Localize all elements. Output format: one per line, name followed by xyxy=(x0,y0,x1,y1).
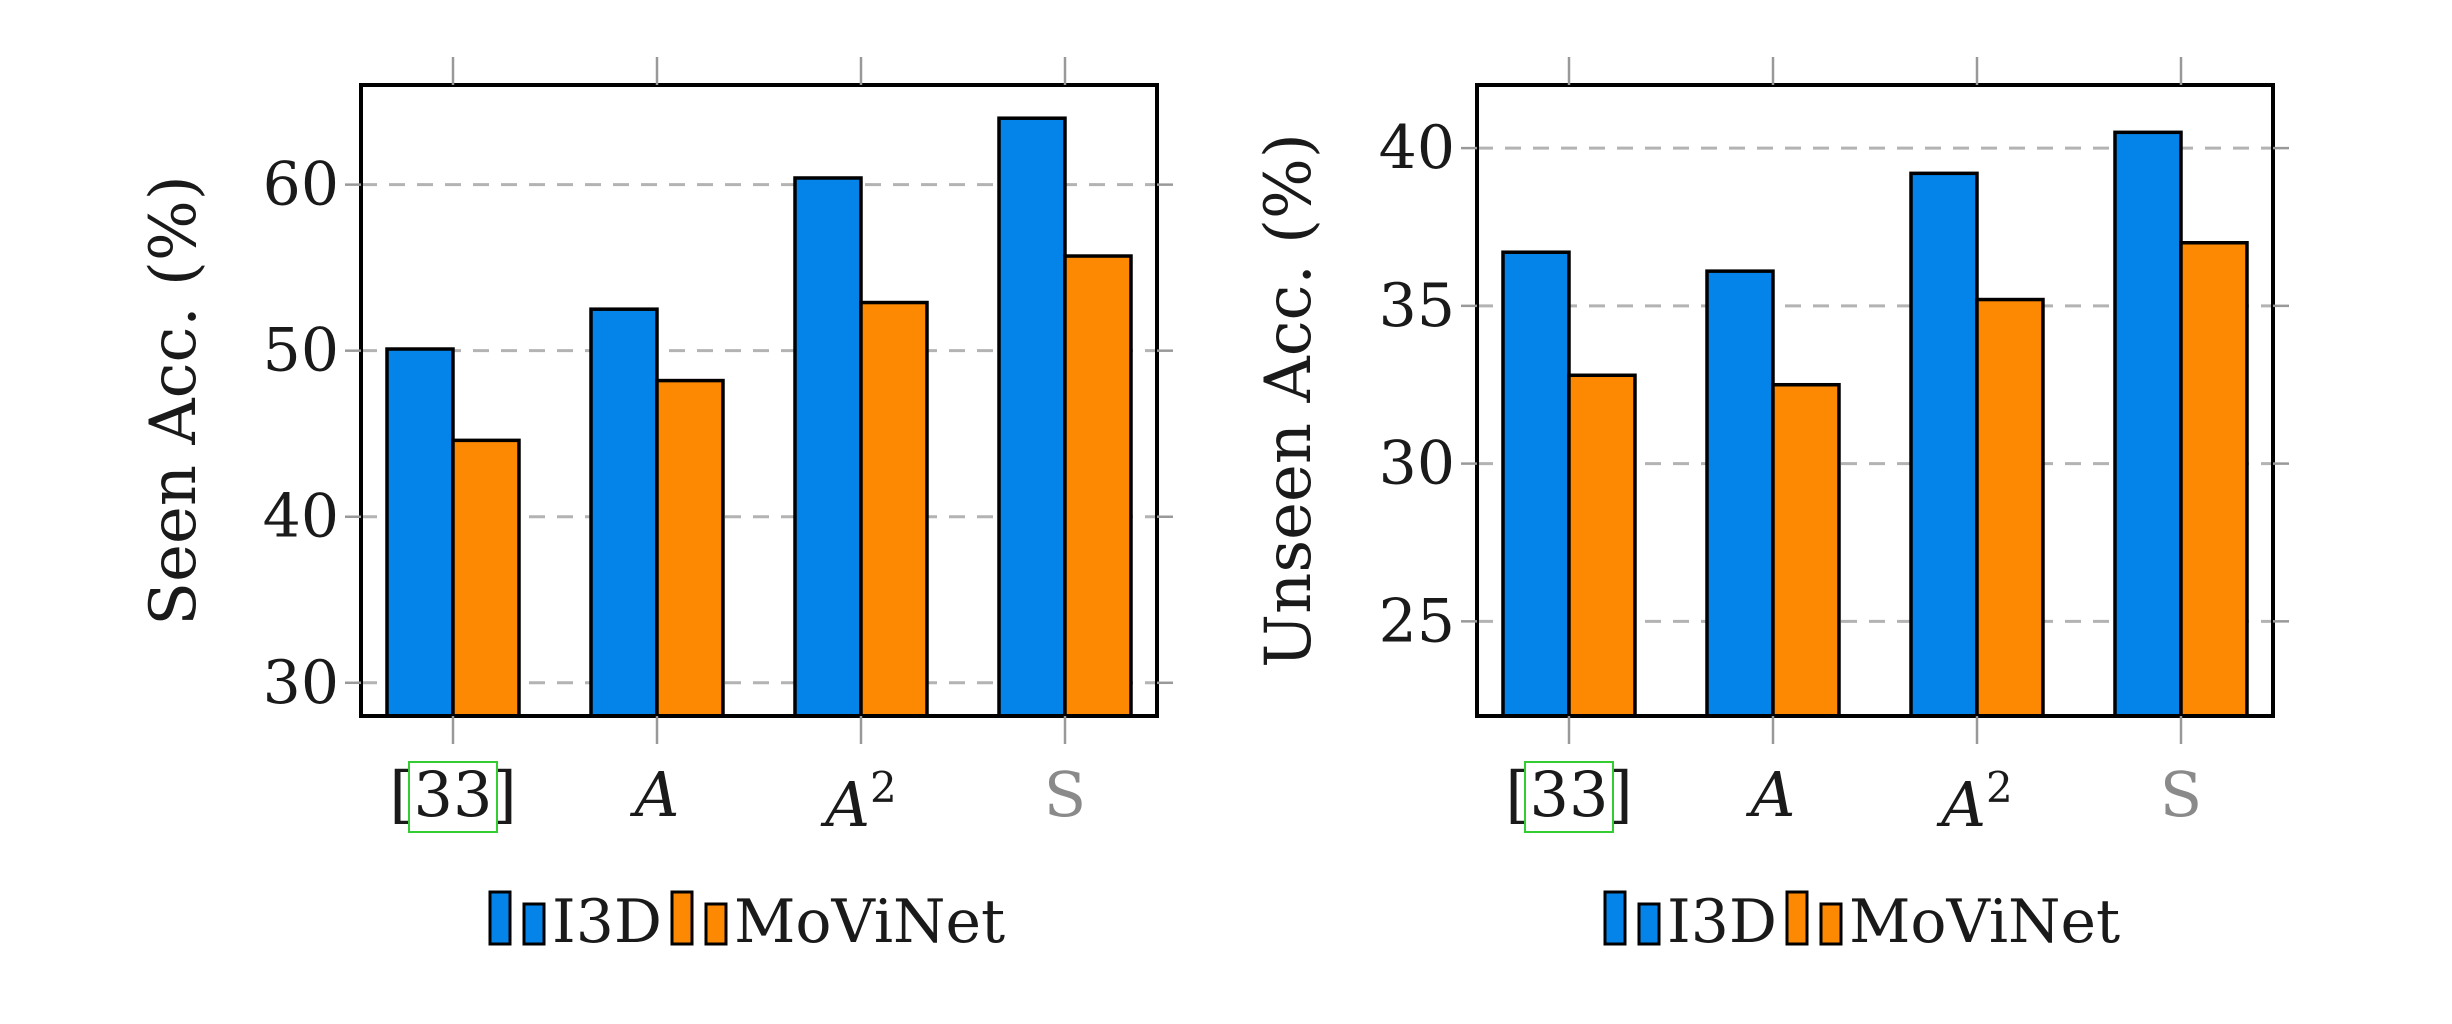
y-tick-label: 40 xyxy=(263,482,339,552)
legend-label-movinet: MoViNet xyxy=(1849,887,2120,957)
chart-panel-1: 30 40 50 60 Seen Acc. (%) [33] A A2 S I3D MoViNet xyxy=(137,57,1173,957)
legend-label-movinet: MoViNet xyxy=(734,887,1005,957)
superscript: 2 xyxy=(870,763,897,812)
bar-movinet-3 xyxy=(859,300,929,718)
legend: I3D MoViNet xyxy=(1603,887,2120,957)
y-tick-label: 25 xyxy=(1379,586,1455,656)
x-tick-label-1: A xyxy=(1746,758,1796,831)
bar-movinet-2 xyxy=(655,378,725,718)
y-tick-label: 60 xyxy=(263,150,339,220)
bar-movinet-1 xyxy=(451,438,521,718)
bar-movinet-4 xyxy=(2179,241,2249,718)
x-tick-label-2: A2 xyxy=(820,763,897,841)
x-tick-label-2: A2 xyxy=(1936,763,2013,841)
bar-i3d-2 xyxy=(1705,269,1775,718)
legend-swatch-small-movinet xyxy=(1819,902,1843,946)
y-axis-label: Unseen Acc. (%) xyxy=(1252,133,1326,668)
y-tick-label: 30 xyxy=(1379,429,1455,499)
y-tick-label: 30 xyxy=(263,648,339,718)
legend-swatch-i3d xyxy=(1603,890,1627,946)
legend-swatch-small-i3d xyxy=(1637,902,1661,946)
superscript: 2 xyxy=(1986,763,2013,812)
y-tick-label: 40 xyxy=(1379,113,1455,183)
legend-label-i3d: I3D xyxy=(1667,887,1777,957)
legend-swatch-movinet xyxy=(670,890,694,946)
y-tick-label: 50 xyxy=(263,316,339,386)
legend-swatch-i3d xyxy=(488,890,512,946)
axes-frame xyxy=(359,83,1159,718)
bar-i3d-1 xyxy=(385,347,455,718)
x-tick-label-1: A xyxy=(630,758,680,831)
x-tick-label-citation: [33] xyxy=(389,758,516,831)
legend: I3D MoViNet xyxy=(488,887,1005,957)
chart-panel-2: 25 30 35 40 Unseen Acc. (%) [33] A A2 S I3D MoViNe… xyxy=(1252,57,2289,957)
bar-i3d-3 xyxy=(1909,171,1979,718)
bar-movinet-3 xyxy=(1975,297,2045,718)
x-tick-label-citation: [33] xyxy=(1505,758,1632,831)
bar-i3d-2 xyxy=(589,307,659,718)
legend-label-i3d: I3D xyxy=(552,887,662,957)
bar-i3d-4 xyxy=(2113,130,2183,718)
bar-movinet-2 xyxy=(1771,382,1841,718)
x-tick-label-s: S xyxy=(1044,758,1086,831)
legend-swatch-small-i3d xyxy=(522,902,546,946)
y-tick-label: 35 xyxy=(1379,271,1455,341)
citation-link-box xyxy=(1524,761,1614,833)
legend-swatch-movinet xyxy=(1785,890,1809,946)
bar-i3d-4 xyxy=(997,116,1067,718)
bar-i3d-3 xyxy=(793,176,863,718)
bar-i3d-1 xyxy=(1501,250,1571,718)
y-axis-label: Seen Acc. (%) xyxy=(137,175,211,626)
bar-movinet-4 xyxy=(1063,254,1133,718)
legend-swatch-small-movinet xyxy=(704,902,728,946)
x-tick-label-s: S xyxy=(2160,758,2202,831)
citation-link-box xyxy=(408,761,498,833)
bar-movinet-1 xyxy=(1567,373,1637,718)
axes-frame xyxy=(1475,83,2275,718)
